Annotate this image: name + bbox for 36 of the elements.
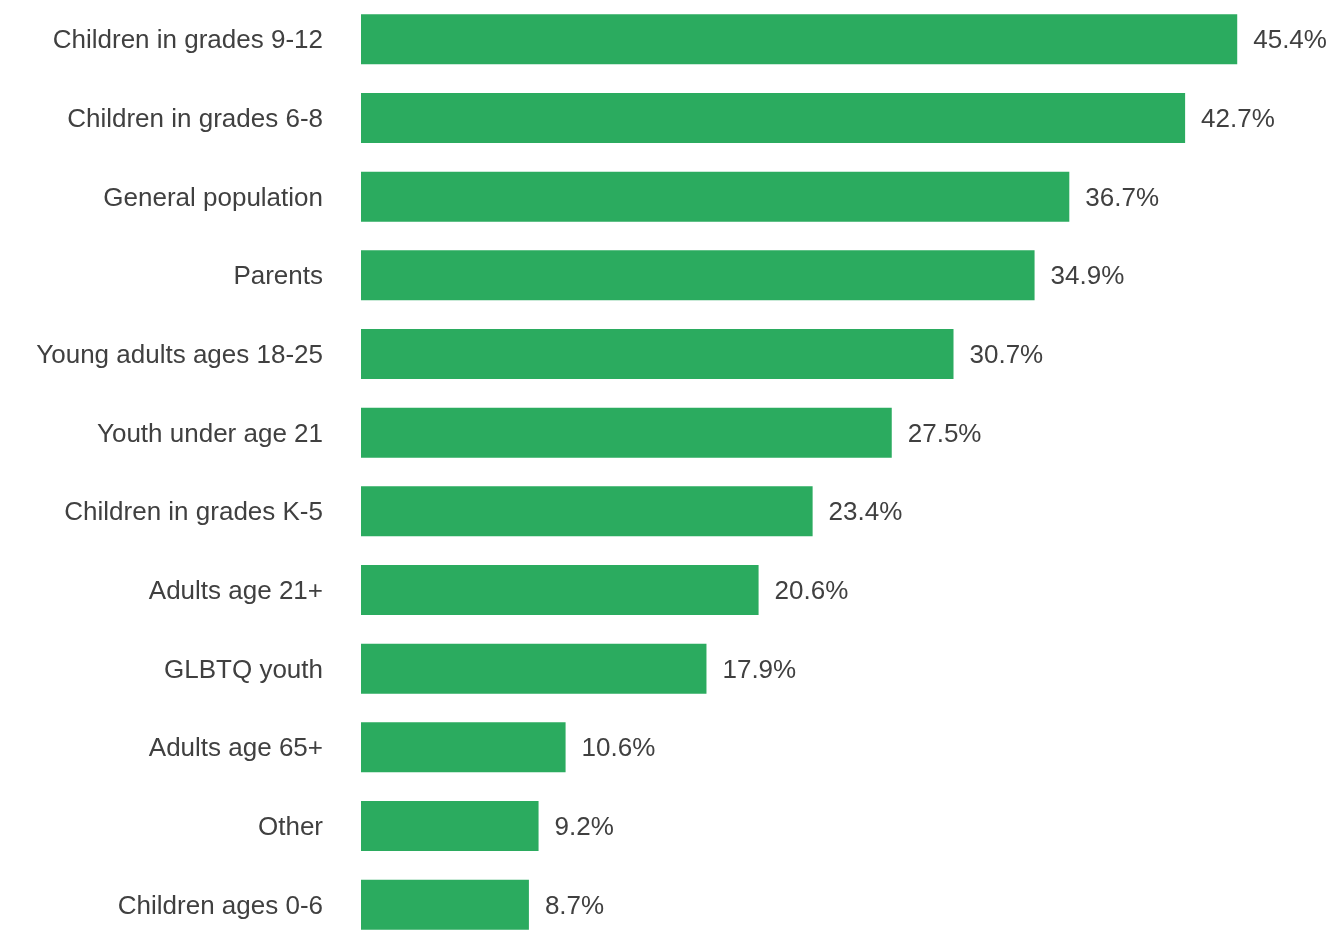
bar — [361, 407, 892, 458]
data-label: 45.4% — [1253, 24, 1327, 55]
y-tick-label: GLBTQ youth — [164, 653, 323, 684]
data-label: 42.7% — [1201, 103, 1275, 133]
y-tick-label: Adults age 21+ — [148, 575, 323, 605]
y-tick-label: Children in grades 9-12 — [52, 24, 323, 55]
bar — [361, 93, 1186, 143]
y-tick-label: Children ages 0-6 — [117, 889, 323, 920]
y-tick-label: Parents — [233, 260, 323, 291]
bar — [361, 643, 707, 694]
bar — [361, 14, 1238, 65]
data-label: 23.4% — [828, 496, 903, 527]
data-label: 17.9% — [722, 653, 797, 684]
data-label: 34.9% — [1050, 260, 1125, 291]
y-tick-label: Young adults ages 18-25 — [36, 339, 323, 369]
data-label: 9.2% — [554, 811, 614, 841]
y-tick-label: Other — [257, 811, 324, 841]
y-tick-label: Children in grades K-5 — [64, 496, 323, 527]
data-label: 10.6% — [581, 732, 656, 763]
bar — [361, 486, 813, 537]
bar — [361, 171, 1070, 222]
bar — [361, 329, 954, 379]
y-tick-label: Adults age 65+ — [148, 732, 323, 763]
data-label: 36.7% — [1085, 181, 1160, 212]
bar — [361, 250, 1035, 301]
y-tick-label: Children in grades 6-8 — [67, 103, 323, 133]
y-tick-label: General population — [103, 181, 323, 212]
bar — [361, 565, 759, 615]
bar — [361, 801, 539, 851]
data-label: 20.6% — [774, 575, 849, 605]
bar — [361, 722, 566, 773]
data-label: 30.7% — [969, 339, 1044, 369]
bar — [361, 879, 529, 930]
y-tick-label: Youth under age 21 — [96, 417, 323, 448]
data-label: 8.7% — [544, 889, 605, 920]
data-label: 27.5% — [907, 417, 982, 448]
